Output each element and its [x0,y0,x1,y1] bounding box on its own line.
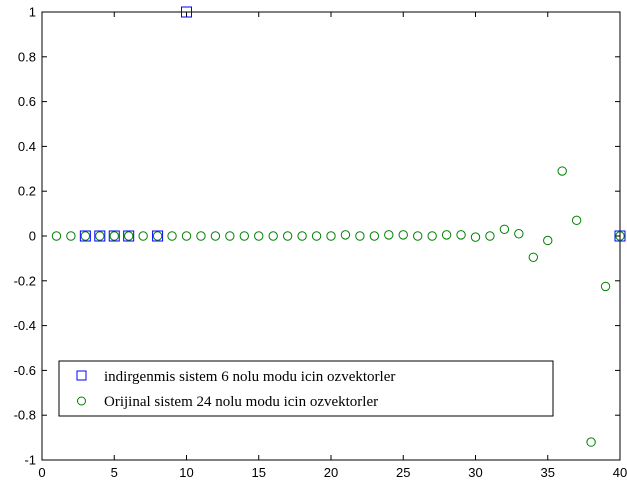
series-2-point [167,231,177,241]
series-2-point [441,230,452,240]
series-2-point [282,231,293,241]
x-tick-label: 25 [396,465,410,480]
x-tick-label: 10 [179,465,193,480]
series-2-point [413,231,423,241]
y-tick-label: 1 [29,5,36,20]
y-tick-label: 0.2 [18,184,36,199]
series-2-point [80,231,91,241]
series-2-point [369,231,380,241]
y-tick-label: -0.6 [14,363,36,378]
series-2-point [557,166,567,176]
series-2-point [152,231,163,241]
y-tick-label: -1 [24,453,36,468]
x-tick-label: 35 [541,465,555,480]
y-tick-label: -0.2 [14,273,36,288]
series-1-point [108,230,120,242]
series-2-point [355,231,365,241]
x-tick-label: 15 [252,465,266,480]
series-2-point [311,231,322,241]
x-tick-label: 20 [324,465,338,480]
series-2-point [181,231,192,241]
x-tick-label: 30 [468,465,482,480]
y-tick-label: 0.8 [18,49,36,64]
series-2-point [66,231,76,241]
series-2-point [427,231,437,241]
series-1-point [181,6,192,18]
series-2-point [326,231,336,241]
series-2-point [384,230,394,240]
series-1-point [614,230,626,242]
series-2-point [571,215,582,226]
series-2-point [600,281,611,292]
x-tick-label: 5 [111,465,118,480]
series-layer [51,6,626,447]
series-2-point [528,252,538,262]
series-2-point [456,230,466,240]
series-2-point [340,230,351,240]
legend: indirgenmis sistem 6 nolu modu icin ozve… [58,360,554,417]
axis-ticks: 0 5 10 15 20 25 30 35 40 1 0.8 0.6 0.4 0.2 0 -0.2 -0.4 -0… [14,5,627,481]
y-tick-label: -0.8 [14,408,36,423]
series-2-point [95,231,105,241]
series-1-point [94,230,106,242]
series-2-point [543,235,553,246]
series-2-point [499,224,510,234]
legend-label-series-2: Orijinal sistem 24 nolu modu icin ozvekt… [104,394,378,410]
x-tick-label: 0 [38,465,45,480]
series-2-point [615,231,625,241]
series-1-point [79,230,91,242]
y-tick-label: 0 [29,229,36,244]
legend-label-series-1: indirgenmis sistem 6 nolu modu icin ozve… [104,369,395,385]
series-2-point [109,231,119,241]
series-2-point [485,231,495,241]
series-2-point [239,231,250,241]
series-2-point [225,231,235,241]
x-tick-label: 40 [613,465,627,480]
series-1-point [123,230,135,242]
series-2-point [586,437,596,447]
series-2-point [51,231,62,241]
y-tick-label: 0.4 [18,139,36,154]
series-1-point [152,230,164,242]
legend-marker-circle-icon [77,396,86,406]
y-tick-label: -0.4 [14,318,36,333]
series-2-point [196,231,206,241]
legend-marker-square-icon [76,370,87,381]
series-2-point [210,231,221,241]
series-2-point [297,231,307,241]
legend-box [58,360,554,417]
series-2-point [514,229,524,239]
series-2-point [254,231,264,241]
y-tick-label: 0.6 [18,94,36,109]
series-2-point [268,231,278,241]
series-2-point [124,231,134,241]
series-2-point [138,231,148,241]
series-2-point [398,230,408,240]
series-2-point [470,232,481,242]
